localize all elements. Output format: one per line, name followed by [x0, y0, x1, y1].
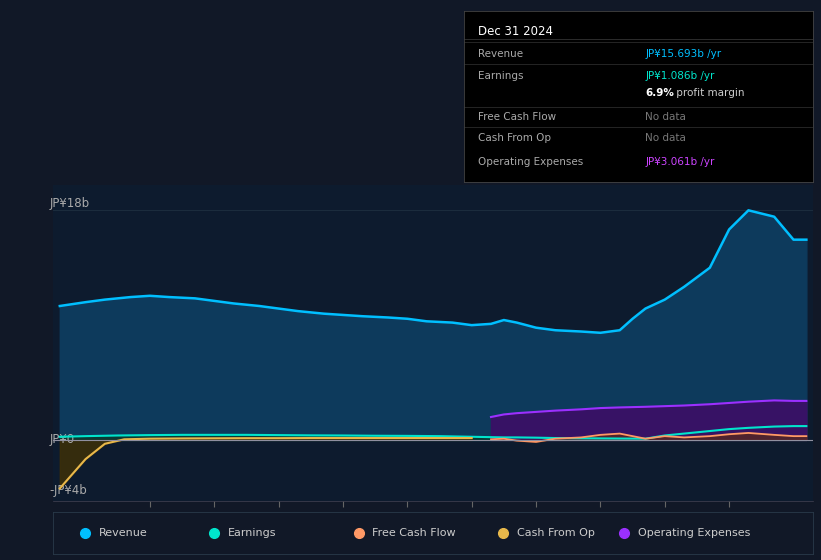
Text: Free Cash Flow: Free Cash Flow: [478, 112, 556, 122]
Text: Earnings: Earnings: [228, 529, 277, 538]
Text: Revenue: Revenue: [478, 49, 523, 59]
Text: Cash From Op: Cash From Op: [516, 529, 594, 538]
Text: No data: No data: [645, 112, 686, 122]
Text: Operating Expenses: Operating Expenses: [638, 529, 750, 538]
Text: Dec 31 2024: Dec 31 2024: [478, 25, 553, 38]
Text: Cash From Op: Cash From Op: [478, 133, 551, 143]
Text: 6.9%: 6.9%: [645, 88, 674, 98]
Text: No data: No data: [645, 133, 686, 143]
Text: Revenue: Revenue: [99, 529, 148, 538]
Text: Earnings: Earnings: [478, 71, 523, 81]
Text: JP¥0: JP¥0: [49, 433, 75, 446]
Text: -JP¥4b: -JP¥4b: [49, 484, 87, 497]
Text: profit margin: profit margin: [673, 88, 745, 98]
Text: JP¥18b: JP¥18b: [49, 197, 89, 211]
Text: Free Cash Flow: Free Cash Flow: [373, 529, 456, 538]
Text: Operating Expenses: Operating Expenses: [478, 156, 583, 166]
Text: JP¥3.061b /yr: JP¥3.061b /yr: [645, 156, 715, 166]
Text: JP¥1.086b /yr: JP¥1.086b /yr: [645, 71, 715, 81]
Text: JP¥15.693b /yr: JP¥15.693b /yr: [645, 49, 722, 59]
